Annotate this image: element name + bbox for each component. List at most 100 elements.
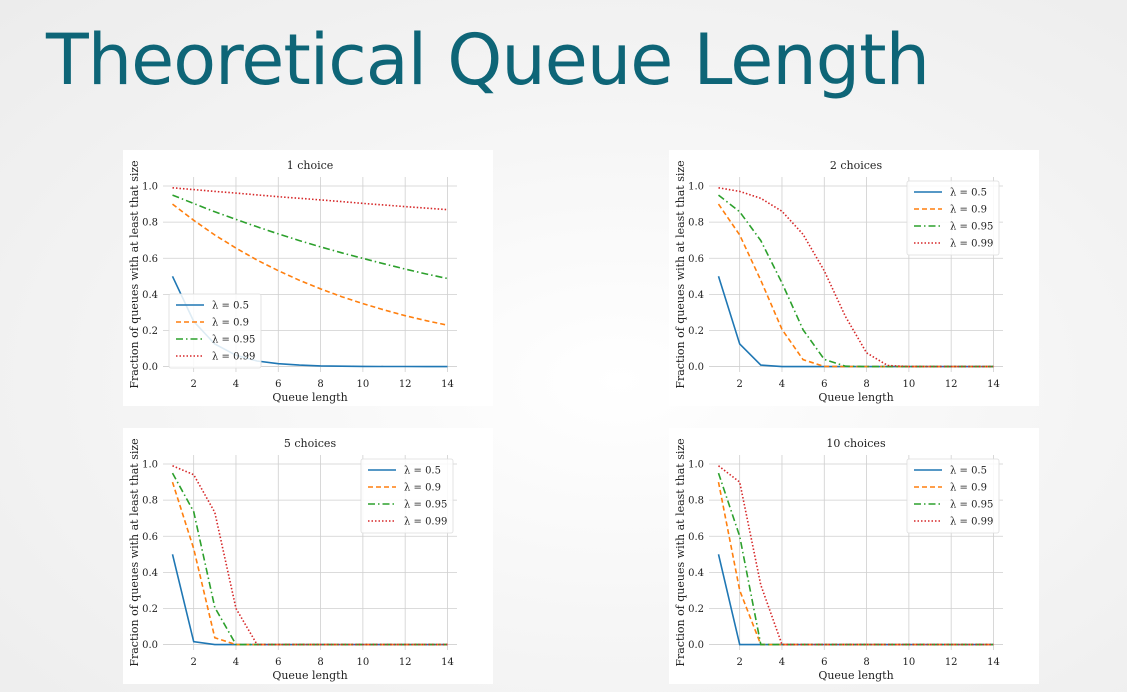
legend-label: λ = 0.99 — [950, 517, 993, 528]
y-tick-label: 1.0 — [688, 182, 704, 193]
chart-svg: 10 choices 2 4 6 8 10 12 14 0.0 0.2 0.4 0.6 0.8 1.0 Qu… — [674, 437, 1003, 682]
chart-title: 5 choices — [284, 437, 337, 450]
series-line-3 — [172, 187, 448, 211]
x-tick-label: 2 — [190, 379, 196, 390]
x-tick-label: 14 — [987, 379, 1000, 390]
legend-label: λ = 0.95 — [212, 335, 255, 346]
legend-label: λ = 0.9 — [404, 483, 441, 494]
legend-label: λ = 0.9 — [212, 318, 249, 329]
x-tick-label: 14 — [441, 379, 454, 390]
chart-title: 1 choice — [287, 159, 334, 172]
x-axis-label: Queue length — [818, 391, 893, 404]
y-tick-label: 1.0 — [142, 182, 158, 193]
x-tick-label: 4 — [233, 657, 239, 668]
legend-label: λ = 0.9 — [950, 483, 987, 494]
y-tick-label: 0.4 — [688, 290, 704, 301]
chart-svg: 2 choices 2 4 6 8 10 12 14 0.0 0.2 0.4 0.6 0.8 1.0 Que… — [674, 159, 1003, 404]
y-tick-label: 0.0 — [688, 640, 704, 651]
series-line-0 — [717, 276, 994, 368]
y-axis-label: Fraction of queues with at least that si… — [674, 160, 687, 388]
x-tick-label: 12 — [945, 657, 958, 668]
x-tick-label: 12 — [945, 379, 958, 390]
x-axis-label: Queue length — [818, 669, 893, 682]
x-tick-label: 8 — [863, 657, 869, 668]
y-tick-label: 0.6 — [142, 254, 158, 265]
x-tick-label: 6 — [275, 657, 281, 668]
x-tick-label: 10 — [903, 379, 916, 390]
y-tick-label: 1.0 — [688, 460, 704, 471]
y-tick-label: 0.4 — [142, 568, 158, 579]
x-tick-label: 4 — [779, 379, 785, 390]
legend: λ = 0.5 λ = 0.9 λ = 0.95 λ = 0.99 — [906, 180, 1000, 256]
x-tick-label: 10 — [357, 657, 370, 668]
chart-svg: 1 choice 2 4 6 8 10 12 14 0.0 0.2 0.4 0.6 0.8 1.0 Queu… — [128, 159, 457, 404]
y-axis-label: Fraction of queues with at least that si… — [128, 438, 141, 666]
series-line-0 — [717, 554, 994, 646]
y-tick-label: 0.8 — [142, 218, 158, 229]
legend: λ = 0.5 λ = 0.9 λ = 0.95 λ = 0.99 — [360, 458, 454, 534]
x-tick-label: 8 — [863, 379, 869, 390]
chart-2-choices: 2 choices 2 4 6 8 10 12 14 0.0 0.2 0.4 0.6 0.8 1.0 Que… — [669, 150, 1039, 406]
y-axis-label: Fraction of queues with at least that si… — [128, 160, 141, 388]
legend-box — [906, 458, 1000, 534]
legend-label: λ = 0.99 — [212, 352, 255, 363]
chart-title: 10 choices — [826, 437, 886, 450]
y-tick-label: 0.0 — [142, 640, 158, 651]
x-tick-label: 10 — [903, 657, 916, 668]
legend-label: λ = 0.5 — [404, 466, 441, 477]
y-tick-label: 0.2 — [142, 326, 158, 337]
legend-label: λ = 0.5 — [950, 466, 987, 477]
legend-label: λ = 0.95 — [950, 500, 993, 511]
y-tick-label: 0.0 — [142, 362, 158, 373]
legend-label: λ = 0.99 — [950, 239, 993, 250]
x-tick-label: 6 — [275, 379, 281, 390]
x-tick-label: 8 — [317, 379, 323, 390]
y-tick-label: 0.6 — [688, 254, 704, 265]
x-tick-label: 4 — [233, 379, 239, 390]
x-tick-label: 2 — [736, 657, 742, 668]
legend-label: λ = 0.99 — [404, 517, 447, 528]
legend-label: λ = 0.9 — [950, 205, 987, 216]
y-tick-label: 1.0 — [142, 460, 158, 471]
x-tick-label: 2 — [736, 379, 742, 390]
legend-box — [168, 293, 262, 369]
x-axis-label: Queue length — [272, 669, 347, 682]
series-line-3 — [718, 465, 994, 646]
y-tick-label: 0.0 — [688, 362, 704, 373]
x-tick-label: 14 — [441, 657, 454, 668]
legend-label: λ = 0.95 — [404, 500, 447, 511]
legend-box — [360, 458, 454, 534]
legend-label: λ = 0.95 — [950, 222, 993, 233]
y-tick-label: 0.2 — [142, 604, 158, 615]
legend-label: λ = 0.5 — [950, 188, 987, 199]
y-tick-label: 0.6 — [142, 532, 158, 543]
y-tick-label: 0.2 — [688, 604, 704, 615]
y-tick-label: 0.8 — [688, 496, 704, 507]
chart-5-choices: 5 choices 2 4 6 8 10 12 14 0.0 0.2 0.4 0.6 0.8 1.0 Que… — [123, 428, 493, 684]
page-title: Theoretical Queue Length — [46, 19, 930, 101]
chart-title: 2 choices — [830, 159, 883, 172]
chart-10-choices: 10 choices 2 4 6 8 10 12 14 0.0 0.2 0.4 0.6 0.8 1.0 Qu… — [669, 428, 1039, 684]
x-tick-label: 12 — [399, 657, 412, 668]
legend: λ = 0.5 λ = 0.9 λ = 0.95 λ = 0.99 — [906, 458, 1000, 534]
legend-label: λ = 0.5 — [212, 301, 249, 312]
x-tick-label: 6 — [821, 379, 827, 390]
y-tick-label: 0.4 — [688, 568, 704, 579]
legend: λ = 0.5 λ = 0.9 λ = 0.95 λ = 0.99 — [168, 293, 262, 369]
y-axis-label: Fraction of queues with at least that si… — [674, 438, 687, 666]
y-tick-label: 0.4 — [142, 290, 158, 301]
chart-1-choice: 1 choice 2 4 6 8 10 12 14 0.0 0.2 0.4 0.6 0.8 1.0 Queu… — [123, 150, 493, 406]
x-tick-label: 10 — [357, 379, 370, 390]
y-tick-label: 0.6 — [688, 532, 704, 543]
x-tick-label: 14 — [987, 657, 1000, 668]
series-line-1 — [172, 203, 448, 326]
y-tick-label: 0.8 — [142, 496, 158, 507]
x-tick-label: 2 — [190, 657, 196, 668]
series-line-2 — [172, 194, 448, 280]
x-tick-label: 6 — [821, 657, 827, 668]
series-line-3 — [718, 187, 994, 368]
x-tick-label: 8 — [317, 657, 323, 668]
y-tick-label: 0.2 — [688, 326, 704, 337]
chart-svg: 5 choices 2 4 6 8 10 12 14 0.0 0.2 0.4 0.6 0.8 1.0 Que… — [128, 437, 457, 682]
x-axis-label: Queue length — [272, 391, 347, 404]
